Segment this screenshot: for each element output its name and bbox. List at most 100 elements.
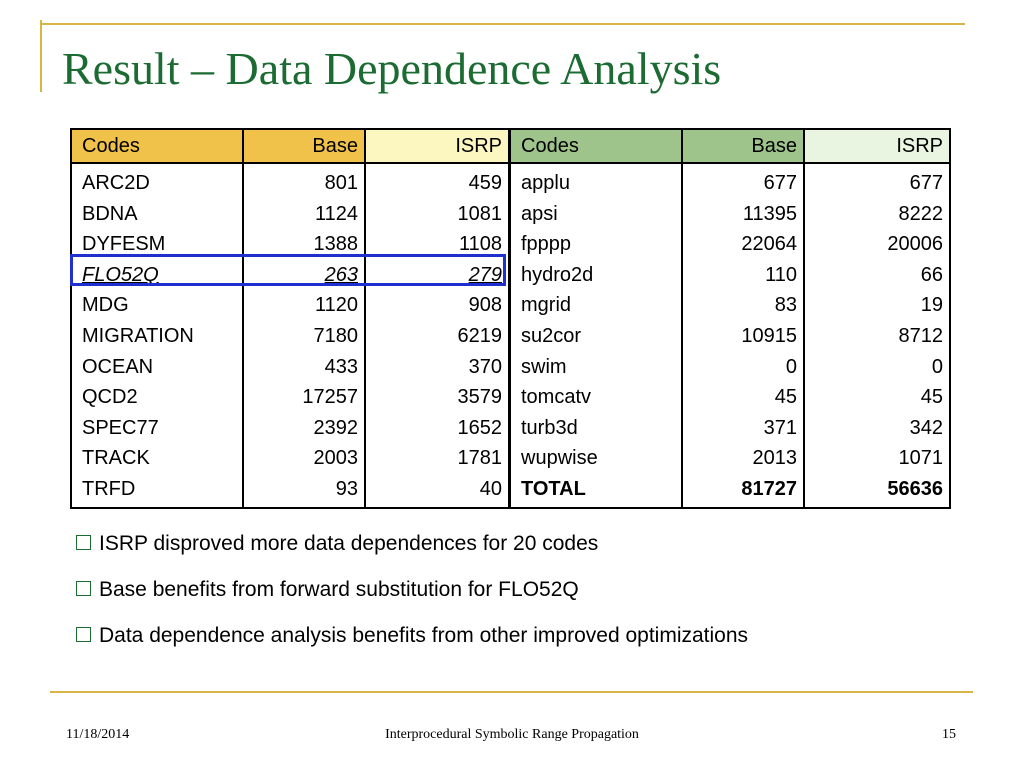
base-cell: 0 — [681, 351, 805, 383]
isrp-cell: 45 — [803, 382, 951, 413]
isrp-cell: 1652 — [364, 412, 510, 444]
slide-title: Result – Data Dependence Analysis — [62, 43, 722, 94]
code-cell: mgrid — [509, 290, 683, 321]
base-cell: 110 — [681, 259, 805, 291]
left-rule — [40, 20, 42, 92]
code-cell: BDNA — [70, 198, 244, 230]
code-cell: MIGRATION — [70, 320, 244, 352]
table-row: fpppp 22064 20006 — [509, 229, 951, 260]
base-cell: 263 — [242, 259, 366, 291]
table-row: tomcatv 45 45 — [509, 382, 951, 413]
table-row: DYFESM 1388 1108 — [70, 229, 510, 260]
code-cell: SPEC77 — [70, 412, 244, 444]
table-row: SPEC77 2392 1652 — [70, 412, 510, 444]
col-header-isrp: ISRP — [364, 128, 510, 164]
table-row: turb3d 371 342 — [509, 412, 951, 444]
base-cell: 371 — [681, 412, 805, 444]
base-cell: 1120 — [242, 290, 366, 321]
isrp-cell: 1071 — [803, 443, 951, 474]
code-cell: applu — [509, 163, 683, 199]
code-cell: fpppp — [509, 229, 683, 260]
total-label: TOTAL — [509, 473, 683, 509]
isrp-cell: 66 — [803, 259, 951, 291]
code-cell: QCD2 — [70, 382, 244, 413]
code-cell: ARC2D — [70, 163, 244, 199]
code-cell: turb3d — [509, 412, 683, 444]
table-row: hydro2d 110 66 — [509, 259, 951, 291]
base-cell: 7180 — [242, 320, 366, 352]
code-cell: OCEAN — [70, 351, 244, 383]
total-base: 81727 — [681, 473, 805, 509]
code-cell: MDG — [70, 290, 244, 321]
page-number: 15 — [942, 727, 956, 742]
bullet-item: Data dependence analysis benefits from o… — [76, 618, 748, 664]
isrp-cell: 1081 — [364, 198, 510, 230]
table-row: swim 0 0 — [509, 351, 951, 383]
left-results-table: Codes Base ISRP ARC2D 801 459 BDNA 1124 1081… — [70, 128, 510, 509]
table-row: MIGRATION 7180 6219 — [70, 320, 510, 352]
base-cell: 11395 — [681, 198, 805, 230]
isrp-cell: 1781 — [364, 443, 510, 474]
code-cell: hydro2d — [509, 259, 683, 291]
isrp-cell: 8712 — [803, 320, 951, 352]
table-row: MDG 1120 908 — [70, 290, 510, 321]
base-cell: 2013 — [681, 443, 805, 474]
col-header-codes: Codes — [509, 128, 683, 164]
isrp-cell: 459 — [364, 163, 510, 199]
table-row: su2cor 10915 8712 — [509, 320, 951, 352]
base-cell: 801 — [242, 163, 366, 199]
highlighted-row: FLO52Q 263 279 — [70, 259, 510, 291]
table-row: mgrid 83 19 — [509, 290, 951, 321]
bottom-rule — [50, 691, 973, 693]
code-cell: swim — [509, 351, 683, 383]
table-row: TRACK 2003 1781 — [70, 443, 510, 474]
left-table-header: Codes Base ISRP — [70, 128, 510, 164]
isrp-cell: 1108 — [364, 229, 510, 260]
table-row: wupwise 2013 1071 — [509, 443, 951, 474]
footer-title: Interprocedural Symbolic Range Propagati… — [385, 727, 639, 742]
col-header-base: Base — [681, 128, 805, 164]
base-cell: 677 — [681, 163, 805, 199]
code-cell: TRACK — [70, 443, 244, 474]
base-cell: 93 — [242, 473, 366, 509]
table-row: BDNA 1124 1081 — [70, 198, 510, 230]
isrp-cell: 908 — [364, 290, 510, 321]
isrp-cell: 370 — [364, 351, 510, 383]
isrp-cell: 0 — [803, 351, 951, 383]
table-row: apsi 11395 8222 — [509, 198, 951, 230]
isrp-cell: 19 — [803, 290, 951, 321]
hollow-square-bullet-icon — [76, 581, 91, 596]
bullet-text: ISRP disproved more data dependences for… — [99, 532, 599, 555]
base-cell: 45 — [681, 382, 805, 413]
code-cell: apsi — [509, 198, 683, 230]
bullet-item: ISRP disproved more data dependences for… — [76, 526, 748, 572]
isrp-cell: 279 — [364, 259, 510, 291]
table-row: applu 677 677 — [509, 163, 951, 199]
code-cell: FLO52Q — [70, 259, 244, 291]
hollow-square-bullet-icon — [76, 535, 91, 550]
col-header-codes: Codes — [70, 128, 244, 164]
base-cell: 2392 — [242, 412, 366, 444]
base-cell: 433 — [242, 351, 366, 383]
bullet-list: ISRP disproved more data dependences for… — [76, 526, 748, 664]
base-cell: 1124 — [242, 198, 366, 230]
isrp-cell: 6219 — [364, 320, 510, 352]
bullet-item: Base benefits from forward substitution … — [76, 572, 748, 618]
isrp-cell: 20006 — [803, 229, 951, 260]
total-isrp: 56636 — [803, 473, 951, 509]
base-cell: 22064 — [681, 229, 805, 260]
code-cell: wupwise — [509, 443, 683, 474]
table-row: OCEAN 433 370 — [70, 351, 510, 383]
code-cell: TRFD — [70, 473, 244, 509]
table-row: ARC2D 801 459 — [70, 163, 510, 199]
isrp-cell: 342 — [803, 412, 951, 444]
isrp-cell: 8222 — [803, 198, 951, 230]
right-results-table: Codes Base ISRP applu 677 677 apsi 11395 822… — [509, 128, 951, 509]
right-table-header: Codes Base ISRP — [509, 128, 951, 164]
total-row: TOTAL 81727 56636 — [509, 473, 951, 509]
isrp-cell: 40 — [364, 473, 510, 509]
table-row: TRFD 93 40 — [70, 473, 510, 509]
table-row: QCD2 17257 3579 — [70, 382, 510, 413]
bullet-text: Data dependence analysis benefits from o… — [99, 624, 749, 647]
base-cell: 17257 — [242, 382, 366, 413]
